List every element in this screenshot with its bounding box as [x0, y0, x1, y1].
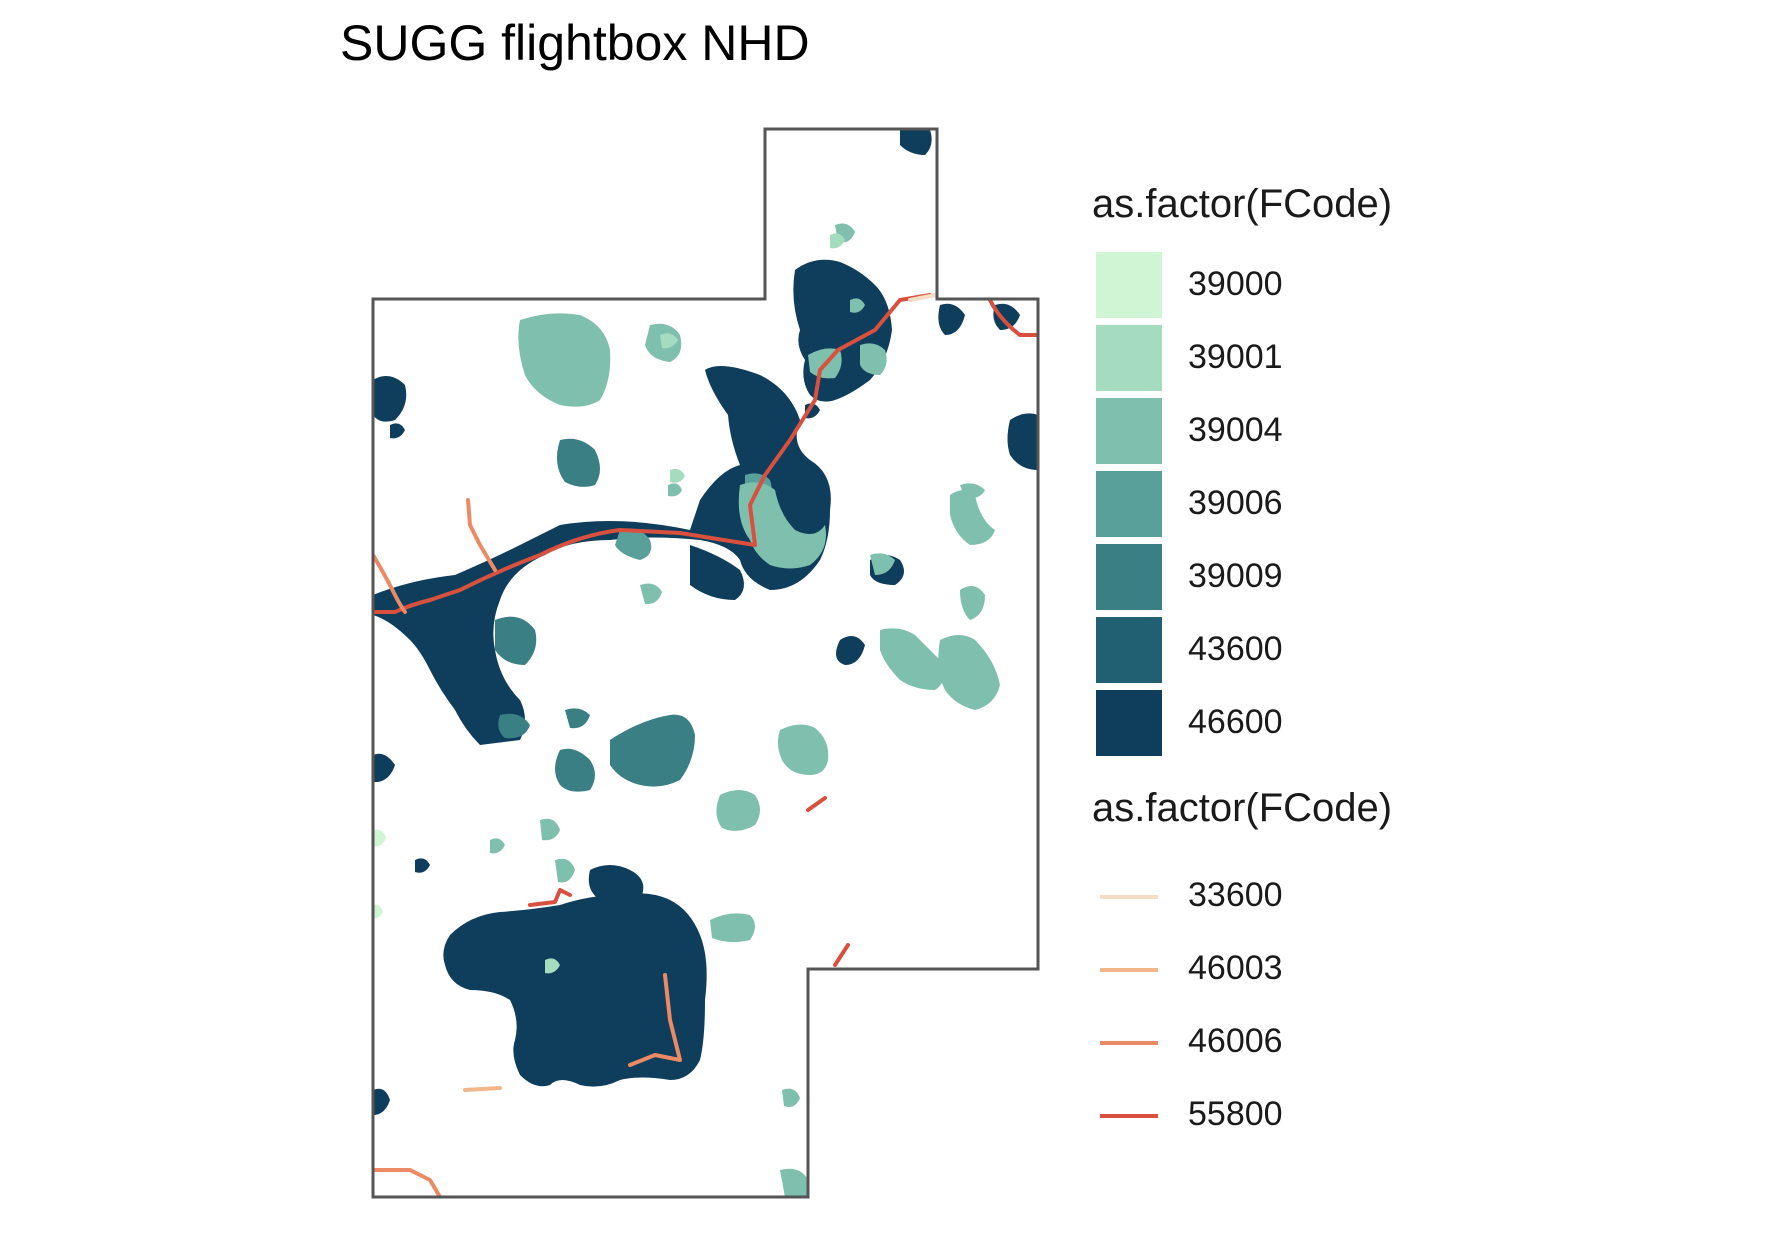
legend-fill-label-39009: 39009 [1188, 557, 1283, 595]
legend-line-title: as.factor(FCode) [1092, 786, 1393, 830]
legend-fill-label-39000: 39000 [1188, 265, 1283, 303]
legend-line-key-46003 [1100, 968, 1158, 972]
legend-line-label-46003: 46003 [1188, 949, 1283, 987]
map-title: SUGG flightbox NHD [340, 15, 810, 71]
flowline-46006-s [628, 973, 682, 1067]
legend-fill-swatch-46600 [1096, 690, 1162, 756]
legend-fill-swatch-39001 [1096, 325, 1162, 391]
flightbox-outline [371, 127, 1040, 1199]
flowline-46006-branch [466, 498, 497, 572]
flowline-33600 [908, 293, 937, 302]
flowline-55800-s [528, 888, 572, 907]
flowline-55800-mid [806, 796, 827, 812]
legend-fill-title: as.factor(FCode) [1092, 182, 1393, 226]
flowline-46006-sw [373, 1168, 442, 1197]
legend-fill-label-39001: 39001 [1188, 338, 1283, 376]
legend-line-label-46006: 46006 [1188, 1022, 1283, 1060]
fcode-39001-areas [545, 233, 845, 974]
fcode-39000-areas [373, 829, 386, 919]
legend-line-key-33600 [1100, 895, 1158, 899]
fcode-39004-areas [490, 223, 1000, 1197]
flowline-55800-se [833, 943, 850, 967]
legend-fill-swatch-39000 [1096, 252, 1162, 318]
flowline-46003 [463, 1086, 502, 1092]
flowline-46006-w [373, 553, 407, 614]
water-features [373, 129, 1038, 1197]
legend-fill-label-43600: 43600 [1188, 630, 1283, 668]
flowline-55800-ne [988, 298, 1038, 337]
legend-line-label-33600: 33600 [1188, 876, 1283, 914]
legend-fill-swatch-39004 [1096, 398, 1162, 464]
flowline-55800 [373, 293, 932, 614]
legend-line-key-46006 [1100, 1041, 1158, 1045]
legend-fill-label-39006: 39006 [1188, 484, 1283, 522]
legend-line-label-55800: 55800 [1188, 1095, 1283, 1133]
legend-fill-swatch-43600 [1096, 617, 1162, 683]
legend-fill-label-46600: 46600 [1188, 703, 1283, 741]
legend-fill-swatch-39006 [1096, 471, 1162, 537]
flowlines [373, 293, 1038, 1197]
fcode-39009-areas [495, 438, 695, 792]
legend-fill-swatch-39009 [1096, 544, 1162, 610]
legend-line-key-55800 [1100, 1114, 1158, 1118]
legend-fill-label-39004: 39004 [1188, 411, 1283, 449]
